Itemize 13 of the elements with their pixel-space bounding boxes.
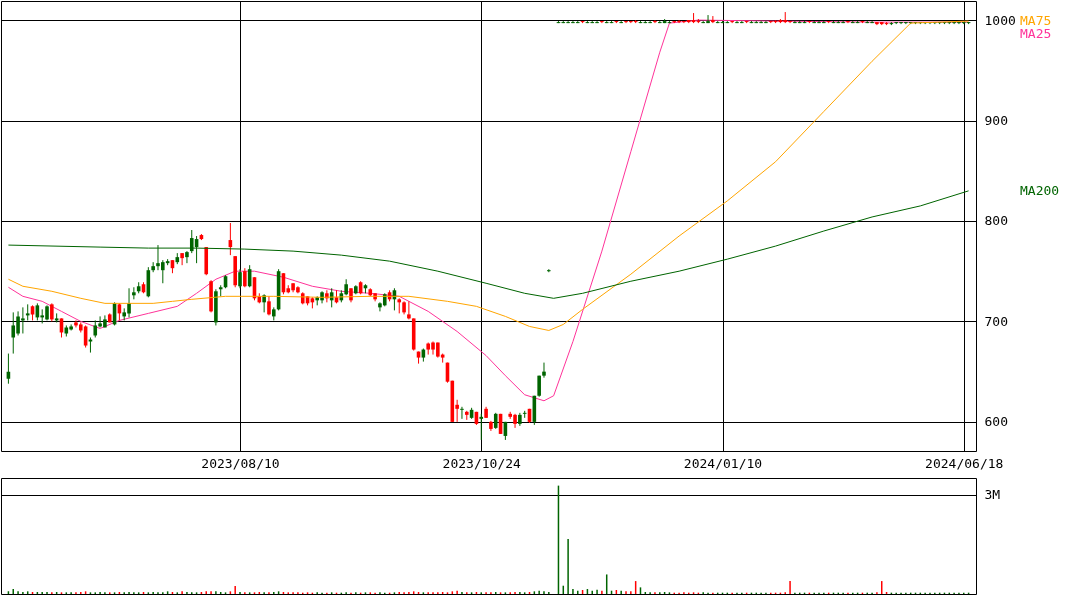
- x-tick-label: 2023/08/10: [201, 455, 280, 471]
- y-tick-label: 3M: [984, 487, 1001, 503]
- x-tick-label: 2023/10/24: [442, 455, 522, 471]
- y-tick-label: 1000: [984, 12, 1016, 28]
- text: MA25: [1020, 26, 1052, 42]
- y-tick-label: 700: [984, 313, 1008, 329]
- y-tick-label: 800: [984, 213, 1008, 229]
- x-tick-label: 2024/06/18: [925, 455, 1004, 471]
- text: MA75: [1020, 13, 1052, 29]
- y-tick-label: 600: [984, 414, 1008, 430]
- x-tick-label: 2024/01/10: [683, 455, 763, 471]
- text: MA200: [1020, 182, 1060, 198]
- y-tick-label: 900: [984, 113, 1008, 129]
